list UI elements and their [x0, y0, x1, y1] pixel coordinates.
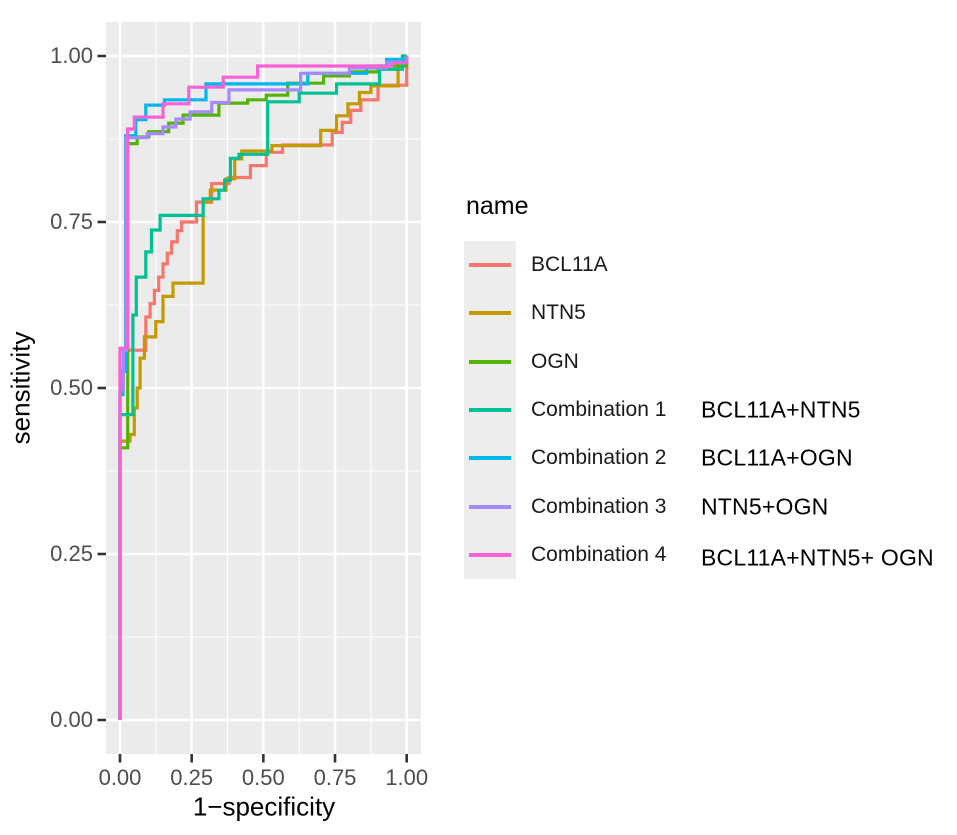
y-tick-label: 0.25: [50, 541, 93, 566]
legend-swatch-ogn: [469, 359, 511, 364]
legend-label: Combination 4: [531, 543, 667, 566]
y-tick-label: 1.00: [50, 43, 93, 68]
y-axis-title: sensitivity: [5, 331, 36, 445]
legend-label: NTN5: [531, 301, 586, 325]
y-tick-label: 0.50: [50, 375, 93, 400]
legend-swatch-combination-2: [469, 456, 511, 461]
legend-swatch-ntn5: [469, 311, 511, 316]
y-tick-label: 0.75: [50, 209, 93, 234]
legend-label: Combination 1: [531, 398, 667, 421]
x-tick-label: 0.00: [98, 765, 142, 790]
x-tick-label: 0.50: [241, 765, 285, 790]
legend-swatch-combination-3: [469, 504, 511, 509]
x-axis-title: 1−specificity: [192, 791, 336, 822]
x-tick-label: 0.25: [170, 765, 214, 790]
legend-label: BCL11A: [531, 253, 608, 276]
roc-curve-combination-1: [118, 54, 407, 720]
legend-annotation: BCL11A+NTN5: [701, 396, 861, 423]
roc-curve-combination-4: [118, 56, 409, 720]
legend-swatch-bcl11a: [469, 263, 511, 267]
legend-title: name: [466, 192, 529, 220]
legend-swatch-combination-4: [469, 553, 511, 557]
legend-annotation: BCL11A+NTN5+ OGN: [701, 544, 934, 571]
legend-label: Combination 2: [531, 446, 667, 470]
legend-annotation: BCL11A+OGN: [701, 444, 853, 471]
y-tick-label: 0.00: [50, 707, 93, 732]
legend-annotation: NTN5+OGN: [701, 493, 829, 520]
x-tick-label: 0.75: [313, 765, 357, 790]
x-tick-label: 1.00: [385, 765, 429, 790]
legend-swatch-combination-1: [469, 408, 511, 412]
legend-label: Combination 3: [531, 494, 667, 518]
legend-label: OGN: [531, 349, 579, 373]
